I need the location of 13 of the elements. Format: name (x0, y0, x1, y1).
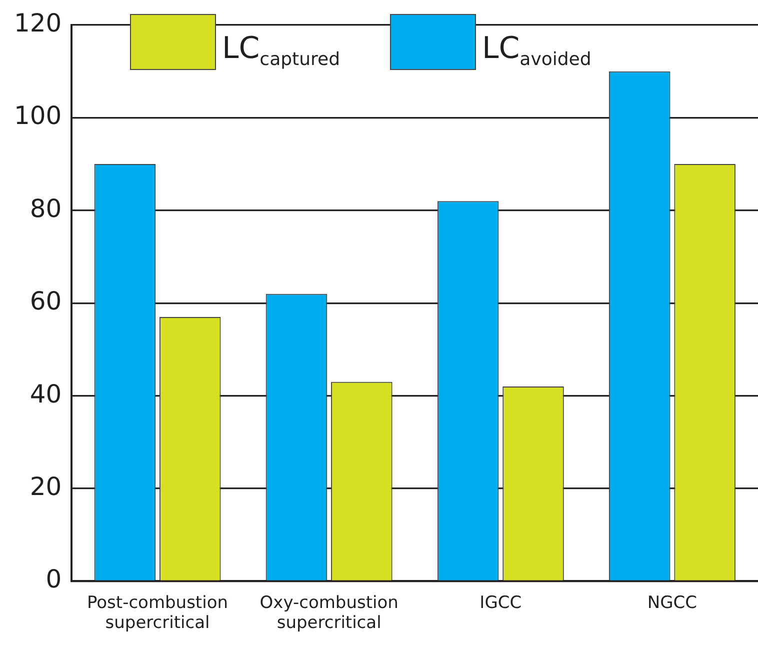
x-tick-label: IGCC (480, 592, 522, 613)
x-tick-label: Post-combustion supercritical (87, 592, 228, 634)
x-tick-label: Oxy-combustion supercritical (260, 592, 398, 634)
y-tick-label: 120 (14, 8, 62, 38)
legend-label: LC$_{captured}$ (222, 31, 340, 70)
y-tick-label: 40 (30, 379, 62, 408)
y-tick-label: 60 (30, 286, 62, 316)
y-tick-label: 80 (30, 194, 62, 223)
legend-label: LC$_{avoided}$ (482, 31, 592, 70)
x-tick-label: NGCC (647, 592, 698, 613)
y-tick-label: 20 (30, 472, 62, 501)
y-tick-label: 100 (14, 101, 62, 130)
y-tick-label: 0 (46, 564, 62, 594)
